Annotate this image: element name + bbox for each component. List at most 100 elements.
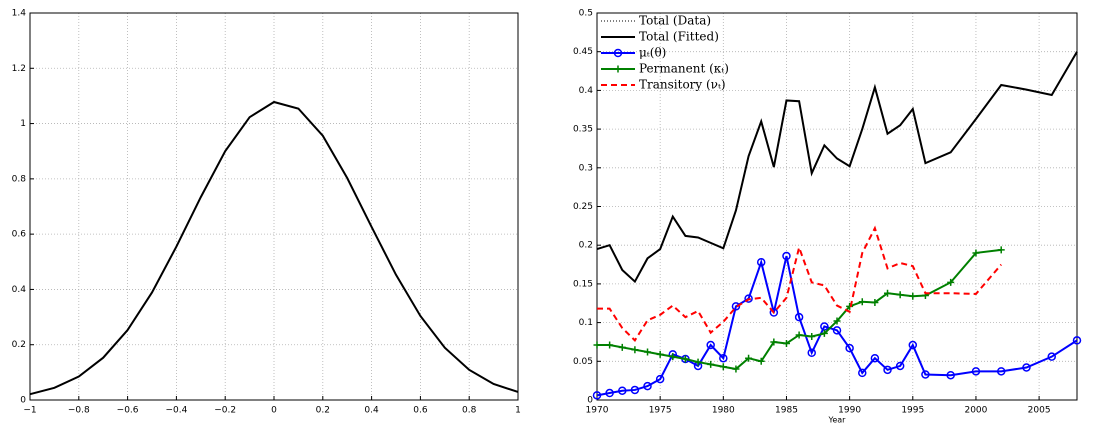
marker xyxy=(997,246,1005,254)
y-tick-label: 0.4 xyxy=(12,285,27,295)
y-tick-label: 0.1 xyxy=(579,318,593,328)
x-tick-label: −1 xyxy=(23,406,36,416)
marker xyxy=(1022,363,1031,372)
legend-marker xyxy=(614,65,622,73)
x-tick-label: 1980 xyxy=(712,406,735,416)
y-tick-label: 0.45 xyxy=(573,47,593,57)
x-tick-label: 1985 xyxy=(775,406,798,416)
marker xyxy=(808,333,816,341)
marker xyxy=(669,353,677,361)
marker xyxy=(884,289,892,297)
marker xyxy=(656,350,664,358)
y-tick-label: 0.35 xyxy=(573,125,593,135)
series-line xyxy=(597,248,1002,371)
marker xyxy=(694,358,702,366)
marker xyxy=(731,302,741,311)
marker xyxy=(883,365,892,375)
series-line xyxy=(596,51,1078,284)
y-tick-label: 0.4 xyxy=(579,86,594,96)
marker xyxy=(782,251,791,261)
y-tick-label: 0 xyxy=(587,396,593,406)
legend-label: Transitory (νₜ) xyxy=(639,78,726,92)
x-tick-label: 2005 xyxy=(1028,406,1051,416)
marker xyxy=(707,360,715,368)
y-tick-label: 0.2 xyxy=(579,241,593,251)
marker xyxy=(846,302,854,310)
y-tick-label: 0.8 xyxy=(12,174,27,184)
x-tick-label: −0.2 xyxy=(214,406,236,416)
marker xyxy=(630,385,640,395)
marker xyxy=(770,338,778,346)
marker xyxy=(858,298,866,306)
y-tick-label: 0.3 xyxy=(579,163,593,173)
x-tick-label: 1990 xyxy=(838,406,861,416)
x-tick-label: −0.6 xyxy=(117,406,139,416)
marker xyxy=(643,381,652,391)
marker xyxy=(757,357,765,365)
marker xyxy=(631,346,639,354)
marker xyxy=(593,341,601,349)
legend-label: Total (Data) xyxy=(639,14,711,28)
marker xyxy=(1072,336,1082,345)
marker xyxy=(833,317,841,325)
x-tick-label: 0.6 xyxy=(413,406,428,416)
marker xyxy=(719,353,728,363)
x-tick-label: 0.8 xyxy=(462,406,477,416)
marker xyxy=(896,291,904,299)
marker xyxy=(972,249,980,257)
marker xyxy=(592,391,602,400)
marker xyxy=(996,367,1006,376)
x-tick-label: 1970 xyxy=(586,406,609,416)
legend-label: Permanent (κₜ) xyxy=(639,62,729,76)
y-tick-label: 0.15 xyxy=(573,279,593,289)
y-tick-label: 0 xyxy=(20,396,26,406)
y-tick-label: 0.5 xyxy=(579,9,593,19)
marker xyxy=(845,343,854,353)
marker xyxy=(605,388,614,398)
plot-frame xyxy=(596,12,1078,401)
x-tick-label: 1995 xyxy=(901,406,924,416)
marker xyxy=(681,355,689,363)
marker xyxy=(644,348,652,356)
marker xyxy=(871,298,879,306)
marker xyxy=(618,343,626,351)
marker xyxy=(655,374,665,384)
marker xyxy=(895,361,905,371)
marker xyxy=(947,278,955,286)
series-line xyxy=(596,255,1078,397)
marker xyxy=(745,354,753,362)
marker xyxy=(732,365,740,373)
marker xyxy=(744,294,753,303)
x-tick-label: 1 xyxy=(515,406,521,416)
y-tick-label: 0.25 xyxy=(573,202,593,212)
x-tick-label: 2000 xyxy=(964,406,987,416)
marker xyxy=(971,367,981,376)
marker xyxy=(795,331,803,339)
y-tick-label: 0.6 xyxy=(12,230,27,240)
marker xyxy=(820,329,828,337)
x-tick-label: 1975 xyxy=(649,406,672,416)
x-tick-label: −0.8 xyxy=(68,406,90,416)
marker xyxy=(909,292,917,300)
marker xyxy=(870,353,880,363)
marker xyxy=(908,340,918,350)
x-tick-label: −0.4 xyxy=(165,406,187,416)
x-tick-label: 0.4 xyxy=(364,406,379,416)
y-tick-label: 0.05 xyxy=(573,357,593,367)
marker xyxy=(1047,352,1056,361)
y-tick-label: 1 xyxy=(20,119,26,129)
plot-frame xyxy=(29,12,519,401)
series-line xyxy=(597,225,1002,342)
marker xyxy=(858,368,867,378)
marker xyxy=(706,340,715,350)
marker xyxy=(832,326,842,335)
legend-label: Total (Fitted) xyxy=(639,30,719,44)
legend-label: μₜ(θ) xyxy=(639,46,666,60)
marker xyxy=(782,339,790,347)
y-tick-label: 1.2 xyxy=(12,64,26,74)
y-tick-label: 1.4 xyxy=(12,9,27,19)
marker xyxy=(756,257,766,267)
marker xyxy=(606,341,614,349)
marker xyxy=(618,386,627,395)
